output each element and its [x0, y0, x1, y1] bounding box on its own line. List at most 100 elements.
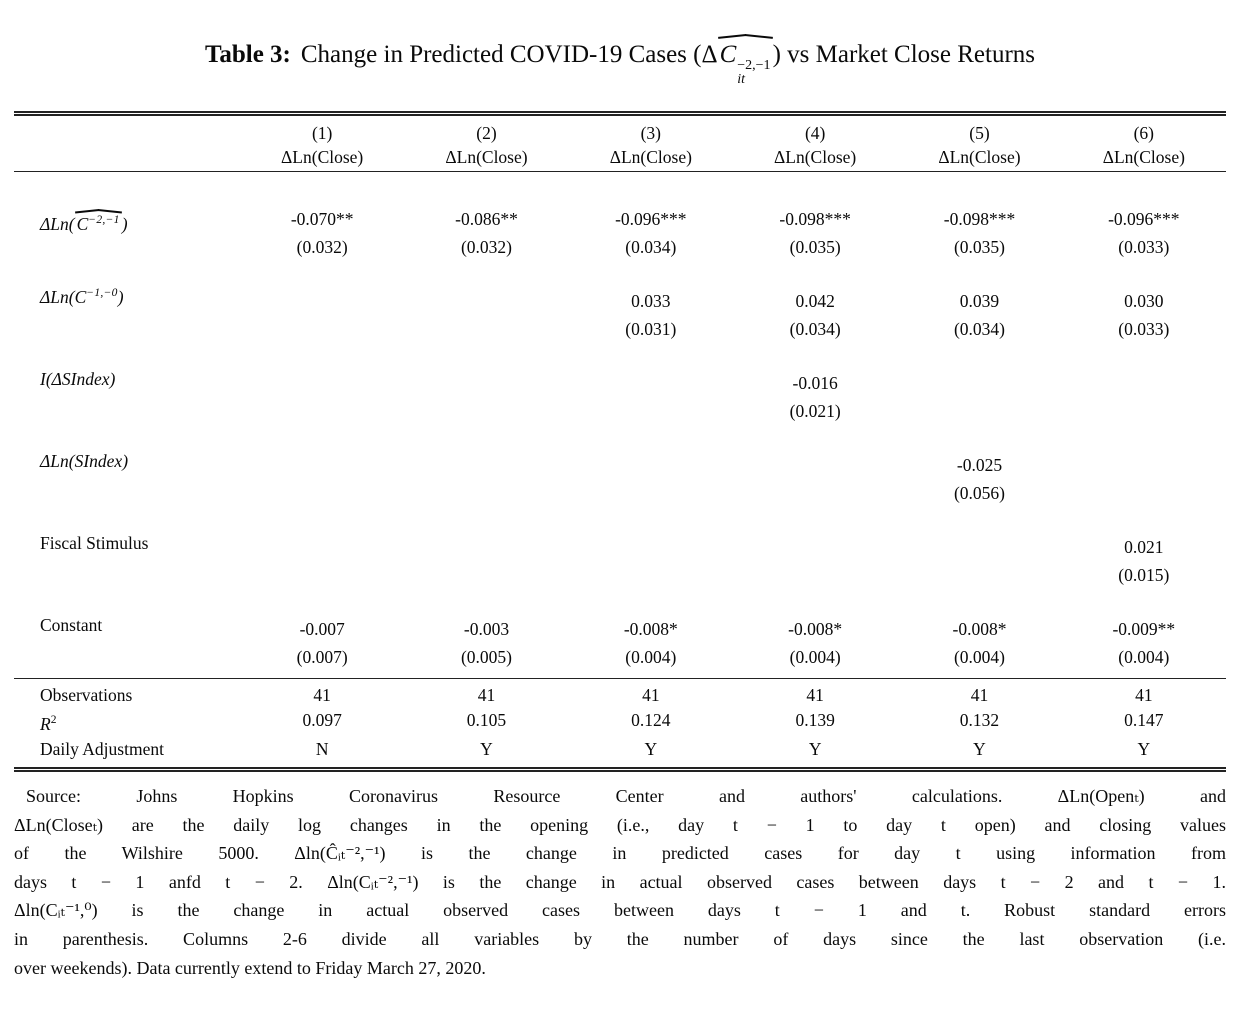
row-predicted-cases: ΔLn(C−2,−1) -0.070** (0.032) -0.086** (0.0… [14, 172, 1226, 288]
row-label-pre: ΔLn( [40, 287, 75, 307]
cell-col5 [897, 533, 1061, 615]
cell-col2: -0.086** (0.032) [404, 172, 568, 288]
cell-col6 [1062, 451, 1226, 533]
se-value: (0.035) [953, 237, 1005, 257]
row-label-pre: Constant [40, 615, 103, 635]
stat-value: Y [808, 739, 822, 759]
cell-col4: -0.098*** (0.035) [733, 172, 897, 288]
se-value: (0.007) [296, 647, 348, 667]
paper-page: Table 3: Change in Predicted COVID-19 Cas… [0, 30, 1240, 982]
caption-text-before: Change in Predicted COVID-19 Cases ( [300, 41, 702, 68]
stat-value: Y [644, 739, 658, 759]
cell-col1 [240, 287, 404, 369]
col-number-1: (1) [311, 123, 333, 143]
stat-value: Y [973, 739, 986, 759]
cell-col1: -0.070** (0.032) [240, 172, 404, 288]
math-subscript: it [737, 72, 746, 87]
cell-col6: -0.009** (0.004) [1061, 615, 1226, 679]
se-value: (0.005) [460, 647, 512, 667]
dep-var-label-2: ΔLn(Close) [404, 145, 569, 172]
se-value: (0.032) [296, 237, 348, 257]
row-label-base: C [76, 214, 89, 234]
stat-value: 41 [1135, 685, 1153, 705]
dep-var-label-4: ΔLn(Close) [732, 145, 898, 172]
cell-col3 [569, 451, 733, 533]
stat-value: 0.124 [631, 710, 671, 730]
coef-value: -0.007 [299, 619, 345, 639]
cell-col4: -0.016 (0.021) [733, 369, 897, 451]
note-line-5: Δln(Cᵢₜ⁻¹,⁰) is the change in actual obs… [14, 900, 1226, 921]
cell-col3 [569, 533, 733, 615]
stat-value: 0.139 [795, 710, 835, 730]
cell-col5: -0.008* (0.004) [897, 615, 1062, 679]
se-value: (0.004) [625, 647, 677, 667]
cell-col2: -0.003 (0.005) [404, 615, 569, 679]
stat-value: 0.105 [466, 710, 507, 730]
row-label-base: C [74, 287, 87, 307]
cell-col5 [897, 369, 1061, 451]
row-label-pre: ΔLn( [40, 214, 75, 234]
table-notes: Source: Johns Hopkins Coronavirus Resour… [14, 782, 1226, 982]
row-label: Constant [14, 615, 240, 679]
cell-col4 [733, 533, 897, 615]
stat-value: 41 [970, 685, 989, 705]
table-caption: Table 3: Change in Predicted COVID-19 Cas… [14, 30, 1226, 87]
row-label-post: ) [121, 214, 128, 234]
stat-value: Y [1137, 739, 1151, 759]
cell-col6: -0.096*** (0.033) [1062, 172, 1226, 288]
row-observed-cases-lag1: ΔLn(C−1,−0) 0.033 (0.031) 0.042 (0.034) 0.… [14, 287, 1226, 369]
math-base: C [719, 41, 737, 68]
coef-value: -0.025 [956, 455, 1003, 475]
col-number-2: (2) [476, 123, 497, 143]
row-label-superscript: −2,−1 [88, 214, 120, 226]
cell-col2 [404, 451, 568, 533]
stat-value: 41 [477, 685, 496, 705]
stat-label: R2 [14, 708, 240, 737]
dep-var-label-5: ΔLn(Close) [897, 145, 1062, 172]
coef-value: 0.042 [795, 291, 835, 311]
cell-col1 [240, 533, 404, 615]
coef-value: -0.009** [1112, 619, 1176, 639]
coef-value: 0.030 [1124, 291, 1164, 311]
se-value: (0.015) [1118, 565, 1170, 585]
se-value: (0.033) [1118, 237, 1170, 257]
col-number-5: (5) [969, 123, 990, 143]
cell-col3: -0.096*** (0.034) [569, 172, 733, 288]
coef-value: -0.008* [623, 619, 678, 639]
cell-col5: 0.039 (0.034) [897, 287, 1061, 369]
se-value: (0.004) [1118, 647, 1170, 667]
cell-col6: 0.021 (0.015) [1062, 533, 1226, 615]
row-label: ΔLn(C−1,−0) [14, 287, 240, 369]
col-number-6: (6) [1133, 123, 1155, 143]
se-value: (0.034) [789, 319, 841, 339]
coef-value: 0.039 [959, 291, 1000, 311]
stat-row-daily-adjustment: Daily Adjustment N Y Y Y Y Y [14, 737, 1226, 770]
note-line-3: of the Wilshire 5000. Δln(Ĉᵢₜ⁻²,⁻¹) is t… [14, 843, 1226, 864]
coef-value: -0.008* [788, 619, 843, 639]
se-value: (0.004) [953, 647, 1005, 667]
stat-value: 0.097 [302, 710, 342, 730]
cell-col6: 0.030 (0.033) [1062, 287, 1226, 369]
row-label-pre: I(ΔSIndex) [40, 369, 116, 389]
cell-col3: -0.008* (0.004) [568, 615, 733, 679]
se-value: (0.021) [789, 401, 841, 421]
stat-label: Observations [40, 685, 133, 705]
row-fiscal-stimulus: Fiscal Stimulus 0.021 (0.015) [14, 533, 1226, 615]
coef-value: -0.086** [455, 209, 518, 229]
dep-var-label-6: ΔLn(Close) [1061, 145, 1226, 172]
caption-text-after: ) vs Market Close Returns [772, 41, 1036, 68]
stat-value: 0.132 [959, 710, 1000, 730]
note-line-2: ΔLn(Closeₜ) are the daily log changes in… [14, 814, 1226, 835]
cell-col6 [1062, 369, 1226, 451]
header-empty-cell [14, 145, 240, 172]
row-dln-sindex: ΔLn(SIndex) -0.025 (0.056) [14, 451, 1226, 533]
se-value: (0.035) [789, 237, 841, 257]
cell-col1 [240, 369, 404, 451]
header-empty-cell [14, 114, 240, 146]
coef-value: -0.003 [463, 619, 510, 639]
cell-col2 [404, 533, 568, 615]
coef-value: -0.016 [792, 373, 838, 393]
cell-col5: -0.098*** (0.035) [897, 172, 1061, 288]
col-number-4: (4) [804, 123, 826, 143]
regression-table: (1) (2) (3) (4) (5) (6) ΔLn(Close) ΔLn(C… [14, 111, 1226, 772]
